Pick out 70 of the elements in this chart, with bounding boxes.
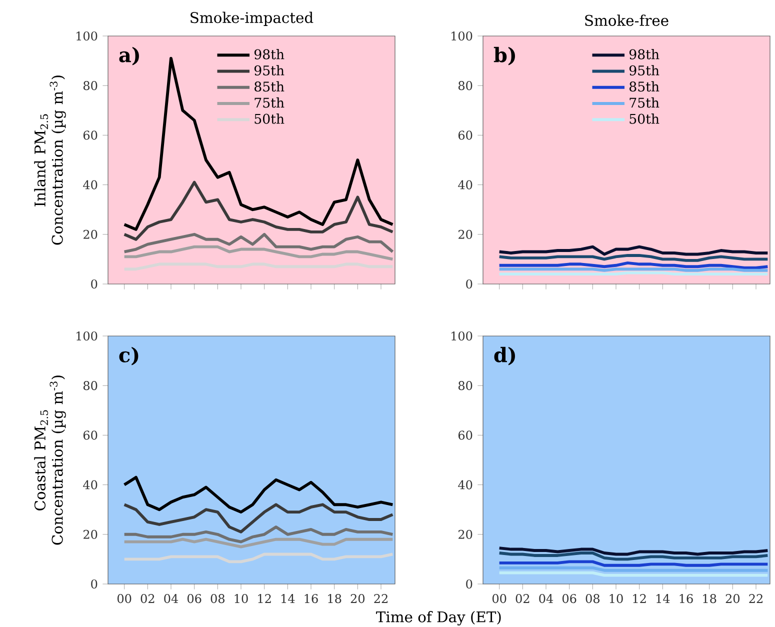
y-tick-label: 100: [452, 331, 472, 341]
y-tick-label: 60: [458, 130, 472, 140]
y-tick-label: 60: [83, 430, 98, 440]
x-tick-label: 08: [210, 594, 225, 604]
x-tick-label: 22: [749, 594, 762, 603]
x-tick-label: 18: [328, 594, 342, 604]
y-tick-label: 100: [452, 31, 472, 41]
x-tick-label: 06: [562, 594, 576, 604]
x-tick-label: 18: [703, 594, 716, 604]
line-series: [122, 476, 394, 514]
y-tick-label: 20: [84, 230, 98, 239]
x-tick-label: 04: [539, 594, 554, 604]
y-tick-label: 0: [91, 279, 98, 289]
x-tick-label: 20: [350, 594, 365, 604]
x-tick-label: 10: [234, 594, 248, 604]
y-tick-label: 20: [458, 230, 472, 239]
y-tick-label: 60: [83, 130, 98, 140]
x-tick-label: 20: [726, 594, 740, 604]
x-tick-label: 14: [656, 594, 670, 603]
y-tick-label: 40: [83, 180, 98, 190]
line-series: [122, 180, 394, 241]
legend-label: 98th: [254, 49, 284, 60]
annotation: c): [119, 346, 138, 366]
y-tick-label: 40: [458, 480, 472, 490]
legend-label: 50th: [254, 114, 284, 124]
y-tick-label: 80: [83, 381, 98, 390]
legend-label: 50th: [630, 114, 660, 124]
y-tick-label: 60: [458, 430, 472, 440]
legend-label: 75th: [630, 97, 660, 108]
x-tick-label: 00: [118, 594, 132, 604]
legend-label: 75th: [254, 97, 284, 108]
y-tick-label: 100: [76, 331, 98, 341]
annotation: a): [119, 46, 139, 66]
x-tick-label: 02: [516, 594, 530, 604]
y-tick-label: 80: [458, 381, 472, 390]
y-tick-label: 0: [91, 579, 98, 589]
y-tick-label: 20: [84, 530, 98, 539]
x-tick-label: 06: [187, 594, 202, 604]
annotation: b): [494, 46, 515, 66]
y-tick-label: 20: [458, 530, 472, 539]
x-tick-label: 16: [304, 594, 318, 604]
x-tick-label: 04: [164, 594, 178, 604]
y-axis-title: Inland PM$_{2.5}$ Concentration (µg m$^{-3}$): [34, 76, 66, 245]
x-tick-label: 16: [680, 594, 693, 604]
y-axis-title: Coastal PM$_{2.5}$ Concentration (µg m$^{-3}$): [34, 376, 66, 545]
legend-label: 98th: [629, 49, 660, 60]
y-tick-label: 80: [83, 81, 98, 90]
chart-title: Smoke-impacted: [190, 12, 314, 26]
legend-label: 85th: [630, 81, 660, 92]
y-tick-label: 80: [458, 81, 472, 90]
legend-label: 95th: [629, 65, 660, 76]
x-tick-label: 00: [492, 594, 506, 604]
x-tick-label: 22: [374, 594, 388, 603]
y-tick-label: 0: [466, 279, 472, 289]
x-tick-label: 08: [586, 594, 600, 604]
y-tick-label: 40: [458, 180, 472, 190]
chart-title: Smoke-free: [585, 14, 668, 26]
x-tick-label: 12: [633, 594, 646, 603]
x-axis-title: Time of Day (ET): [376, 611, 501, 626]
y-tick-label: 100: [76, 31, 98, 41]
line-series: [122, 503, 394, 534]
legend-label: 95th: [254, 65, 284, 76]
x-tick-label: 02: [140, 594, 154, 604]
y-tick-label: 40: [83, 480, 98, 490]
x-tick-label: 14: [282, 594, 295, 603]
legend-label: 85th: [254, 81, 284, 92]
annotation: d): [494, 346, 515, 366]
x-tick-label: 12: [258, 594, 271, 603]
y-tick-label: 0: [466, 579, 472, 589]
x-tick-label: 10: [610, 594, 623, 604]
